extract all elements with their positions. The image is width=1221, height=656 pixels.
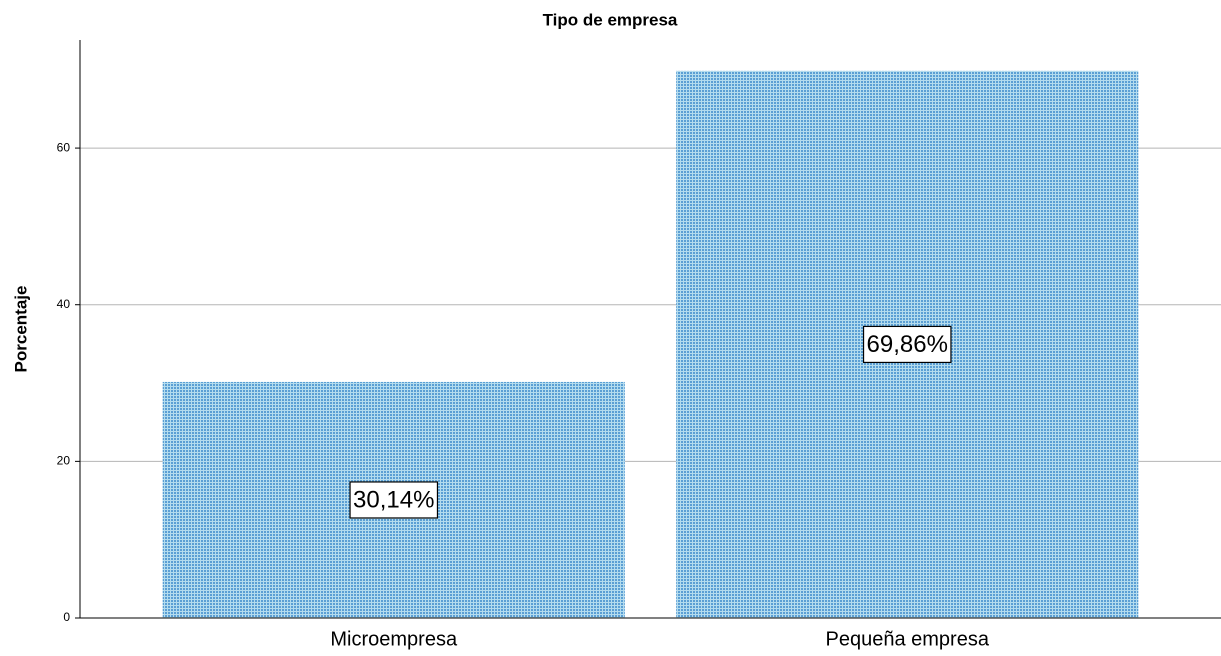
value-label-box (349, 481, 439, 519)
x-tick-label: Pequeña empresa (826, 628, 990, 650)
chart-title: Tipo de empresa (543, 10, 678, 29)
y-axis-label: Porcentaje (11, 286, 30, 373)
y-tick-label: 20 (57, 454, 71, 468)
y-tick-label: 60 (57, 140, 71, 154)
x-tick-label: Microempresa (330, 628, 458, 650)
value-label: 69,86% (867, 331, 948, 358)
y-tick-label: 0 (63, 610, 70, 624)
y-tick-label: 40 (57, 297, 71, 311)
value-label: 30,14% (353, 486, 434, 513)
value-label-box (862, 325, 952, 364)
